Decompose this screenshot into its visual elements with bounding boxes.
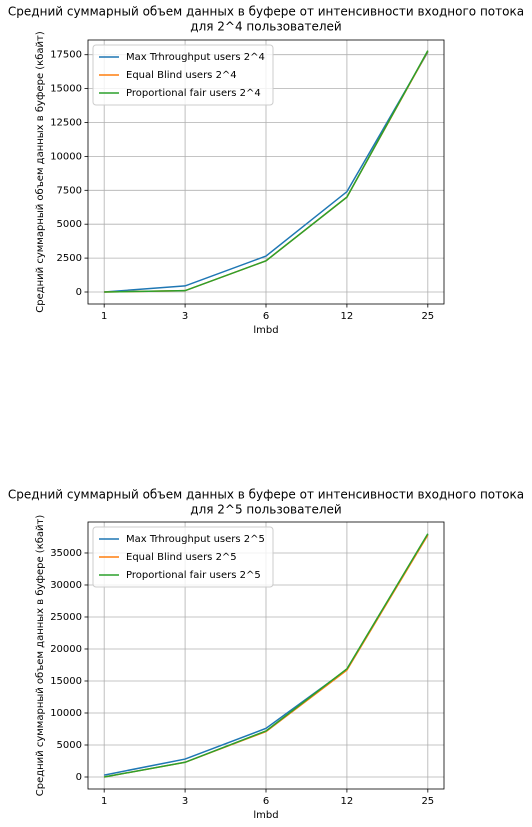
y-tick-label: 10000 bbox=[50, 708, 82, 719]
legend-label: Max Trhroughput users 2^4 bbox=[126, 52, 265, 63]
y-tick-label: 2500 bbox=[57, 253, 82, 264]
x-axis-label: lmbd bbox=[253, 325, 278, 336]
legend-box bbox=[92, 44, 274, 106]
line bbox=[104, 533, 429, 778]
legend-label: Equal Blind users 2^5 bbox=[126, 552, 237, 563]
y-tick-label: 7500 bbox=[57, 185, 82, 196]
x-tick-label: 1 bbox=[101, 796, 107, 807]
plot-frame bbox=[87, 39, 445, 305]
x-tick-label: 3 bbox=[182, 796, 188, 807]
y-tick-label: 0 bbox=[76, 772, 82, 783]
y-tick-label: 17500 bbox=[50, 50, 82, 61]
y-tick-label: 15000 bbox=[50, 84, 82, 95]
y-tick-label: 25000 bbox=[50, 612, 82, 623]
legend-box bbox=[92, 526, 274, 588]
plot-frame bbox=[87, 521, 445, 790]
legend-label: Max Trhroughput users 2^5 bbox=[126, 534, 265, 545]
x-tick-label: 6 bbox=[263, 796, 269, 807]
y-tick-label: 0 bbox=[76, 287, 82, 298]
chart-title: для 2^4 пользователей bbox=[190, 20, 341, 34]
x-tick-label: 6 bbox=[263, 311, 269, 322]
y-tick-label: 20000 bbox=[50, 644, 82, 655]
legend-label: Proportional fair users 2^5 bbox=[126, 570, 261, 581]
y-axis-label: Средний суммарный объем данных в буфере … bbox=[35, 31, 46, 313]
x-tick-label: 25 bbox=[421, 796, 434, 807]
x-tick-label: 3 bbox=[182, 311, 188, 322]
x-axis-label: lmbd bbox=[253, 810, 278, 821]
y-tick-label: 10000 bbox=[50, 151, 82, 162]
x-tick-label: 25 bbox=[421, 311, 434, 322]
legend-label: Proportional fair users 2^4 bbox=[126, 88, 261, 99]
x-tick-label: 12 bbox=[341, 311, 354, 322]
chart-title: Средний суммарный объем данных в буфере … bbox=[8, 488, 524, 502]
y-axis-label: Средний суммарный объем данных в буфере … bbox=[35, 515, 46, 797]
line bbox=[104, 51, 429, 293]
chart-title: Средний суммарный объем данных в буфере … bbox=[8, 5, 524, 19]
legend-label: Equal Blind users 2^4 bbox=[126, 70, 237, 81]
y-tick-label: 35000 bbox=[50, 548, 82, 559]
x-tick-label: 12 bbox=[341, 796, 354, 807]
y-tick-label: 15000 bbox=[50, 676, 82, 687]
y-tick-label: 12500 bbox=[50, 118, 82, 129]
y-tick-label: 5000 bbox=[57, 219, 82, 230]
line bbox=[104, 50, 429, 293]
x-tick-label: 1 bbox=[101, 311, 107, 322]
y-tick-label: 5000 bbox=[57, 740, 82, 751]
chart-title: для 2^5 пользователей bbox=[190, 503, 341, 517]
y-tick-label: 30000 bbox=[50, 580, 82, 591]
